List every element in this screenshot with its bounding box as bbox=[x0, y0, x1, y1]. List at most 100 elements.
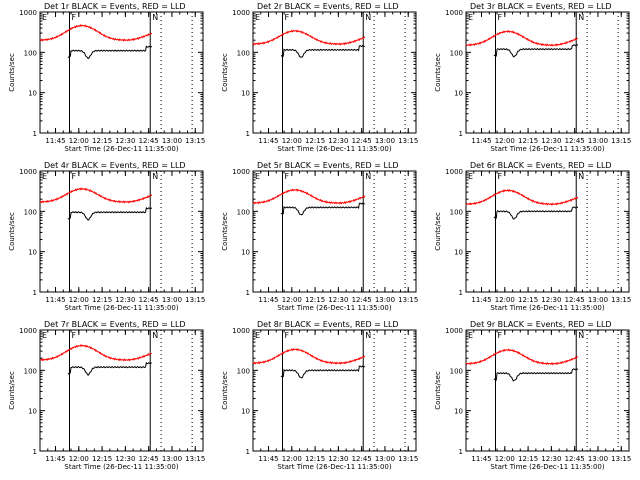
x-tick-label: 13:00 bbox=[588, 455, 608, 463]
marker-label: E bbox=[468, 172, 473, 181]
x-tick-label: 12:15 bbox=[518, 455, 538, 463]
panel-title: Det 7r BLACK = Events, RED = LLD bbox=[44, 320, 186, 329]
panel-title: Det 9r BLACK = Events, RED = LLD bbox=[470, 320, 612, 329]
lld-series-line bbox=[39, 187, 153, 204]
events-series-line bbox=[280, 44, 365, 58]
plot-frame bbox=[252, 11, 417, 134]
panel-det-5: Det 5r BLACK = Events, RED = LLD 1 10 100 10… bbox=[221, 161, 418, 312]
x-tick-label: 11:45 bbox=[471, 455, 491, 463]
x-tick-label: 12:45 bbox=[565, 455, 585, 463]
marker-label: N bbox=[152, 13, 158, 22]
x-tick-label: 12:45 bbox=[565, 137, 585, 145]
x-tick-label: 12:30 bbox=[115, 137, 135, 145]
y-axis-label: Counts/sec bbox=[8, 53, 16, 92]
x-axis-label: Start Time (26-Dec-11 11:35:00) bbox=[64, 463, 178, 471]
x-tick-label: 12:15 bbox=[305, 296, 325, 304]
plot-frame bbox=[39, 11, 204, 134]
events-series-line bbox=[67, 361, 152, 376]
x-axis-label: Start Time (26-Dec-11 11:35:00) bbox=[64, 145, 178, 153]
x-tick-label: 11:45 bbox=[45, 137, 65, 145]
x-tick-label: 12:15 bbox=[305, 137, 325, 145]
marker-label: E bbox=[42, 331, 47, 340]
y-tick-label: 1 bbox=[246, 289, 250, 297]
y-tick-label: 1 bbox=[246, 448, 250, 456]
marker-label: N bbox=[152, 172, 158, 181]
x-tick-label: 12:45 bbox=[139, 455, 159, 463]
events-series-line bbox=[493, 206, 579, 220]
x-tick-label: 12:45 bbox=[139, 137, 159, 145]
y-tick-label: 1 bbox=[33, 289, 37, 297]
x-tick-label: 13:15 bbox=[611, 137, 631, 145]
x-tick-label: 12:45 bbox=[352, 296, 372, 304]
y-tick-label: 1 bbox=[33, 448, 37, 456]
x-tick-label: 12:45 bbox=[139, 296, 159, 304]
lld-series-line bbox=[465, 188, 579, 206]
x-tick-label: 11:45 bbox=[258, 137, 278, 145]
y-axis-label: Counts/sec bbox=[221, 371, 229, 410]
x-tick-label: 12:45 bbox=[352, 455, 372, 463]
marker-label: N bbox=[365, 331, 371, 340]
x-axis-label: Start Time (26-Dec-11 11:35:00) bbox=[277, 463, 391, 471]
y-tick-label: 100 bbox=[24, 367, 37, 375]
marker-label: N bbox=[152, 331, 158, 340]
panel-det-9: Det 9r BLACK = Events, RED = LLD 1 10 100 10… bbox=[434, 320, 631, 471]
y-tick-label: 10 bbox=[454, 249, 463, 257]
marker-label: E bbox=[255, 331, 260, 340]
plot-frame bbox=[39, 329, 204, 452]
x-tick-label: 13:00 bbox=[162, 296, 182, 304]
marker-label: F bbox=[497, 172, 502, 181]
panel-det-8: Det 8r BLACK = Events, RED = LLD 1 10 100 10… bbox=[221, 320, 418, 471]
x-tick-label: 13:00 bbox=[375, 137, 395, 145]
lld-series-line bbox=[252, 29, 366, 46]
plot-frame bbox=[252, 170, 417, 293]
events-series-line bbox=[493, 44, 579, 58]
y-tick-label: 1 bbox=[246, 130, 250, 138]
panel-det-6: Det 6r BLACK = Events, RED = LLD 1 10 100 10… bbox=[434, 161, 631, 312]
lld-series-line bbox=[39, 344, 152, 362]
y-tick-label: 1 bbox=[459, 289, 463, 297]
y-tick-label: 1000 bbox=[19, 327, 37, 335]
y-tick-label: 1000 bbox=[19, 9, 37, 17]
panel-title: Det 1r BLACK = Events, RED = LLD bbox=[44, 2, 186, 11]
x-tick-label: 11:45 bbox=[258, 296, 278, 304]
panel-det-1: Det 1r BLACK = Events, RED = LLD 1 10 100 10… bbox=[8, 2, 205, 153]
marker-label: N bbox=[578, 13, 584, 22]
y-tick-label: 100 bbox=[450, 367, 463, 375]
lld-series-line bbox=[465, 29, 578, 47]
y-tick-label: 1000 bbox=[19, 168, 37, 176]
x-tick-label: 13:15 bbox=[185, 296, 205, 304]
y-tick-label: 10 bbox=[454, 408, 463, 416]
x-tick-label: 12:45 bbox=[565, 296, 585, 304]
panel-det-3: Det 3r BLACK = Events, RED = LLD 1 10 100 10… bbox=[434, 2, 631, 153]
x-tick-label: 12:30 bbox=[115, 296, 135, 304]
x-tick-label: 12:30 bbox=[115, 455, 135, 463]
x-tick-label: 13:00 bbox=[162, 455, 182, 463]
y-tick-label: 10 bbox=[241, 90, 250, 98]
x-tick-label: 12:15 bbox=[518, 137, 538, 145]
panel-title: Det 4r BLACK = Events, RED = LLD bbox=[44, 161, 186, 170]
y-tick-label: 10 bbox=[454, 90, 463, 98]
y-tick-label: 10 bbox=[241, 249, 250, 257]
y-axis-label: Counts/sec bbox=[221, 53, 229, 92]
x-tick-label: 13:15 bbox=[185, 137, 205, 145]
y-tick-label: 10 bbox=[28, 90, 37, 98]
events-series-line bbox=[280, 202, 365, 216]
marker-label: F bbox=[497, 13, 502, 22]
x-tick-label: 12:00 bbox=[282, 455, 302, 463]
x-tick-label: 11:45 bbox=[258, 455, 278, 463]
events-series-line bbox=[67, 45, 153, 60]
panel-title: Det 8r BLACK = Events, RED = LLD bbox=[257, 320, 399, 329]
x-tick-label: 13:15 bbox=[398, 296, 418, 304]
x-tick-label: 13:00 bbox=[588, 296, 608, 304]
marker-label: E bbox=[255, 172, 260, 181]
x-tick-label: 12:30 bbox=[541, 296, 561, 304]
plot-frame bbox=[252, 329, 417, 452]
y-tick-label: 100 bbox=[237, 208, 250, 216]
marker-label: E bbox=[255, 13, 260, 22]
x-tick-label: 12:00 bbox=[495, 455, 515, 463]
y-tick-label: 1000 bbox=[445, 327, 463, 335]
x-axis-label: Start Time (26-Dec-11 11:35:00) bbox=[64, 304, 178, 312]
x-tick-label: 13:15 bbox=[611, 296, 631, 304]
x-tick-label: 13:00 bbox=[375, 296, 395, 304]
